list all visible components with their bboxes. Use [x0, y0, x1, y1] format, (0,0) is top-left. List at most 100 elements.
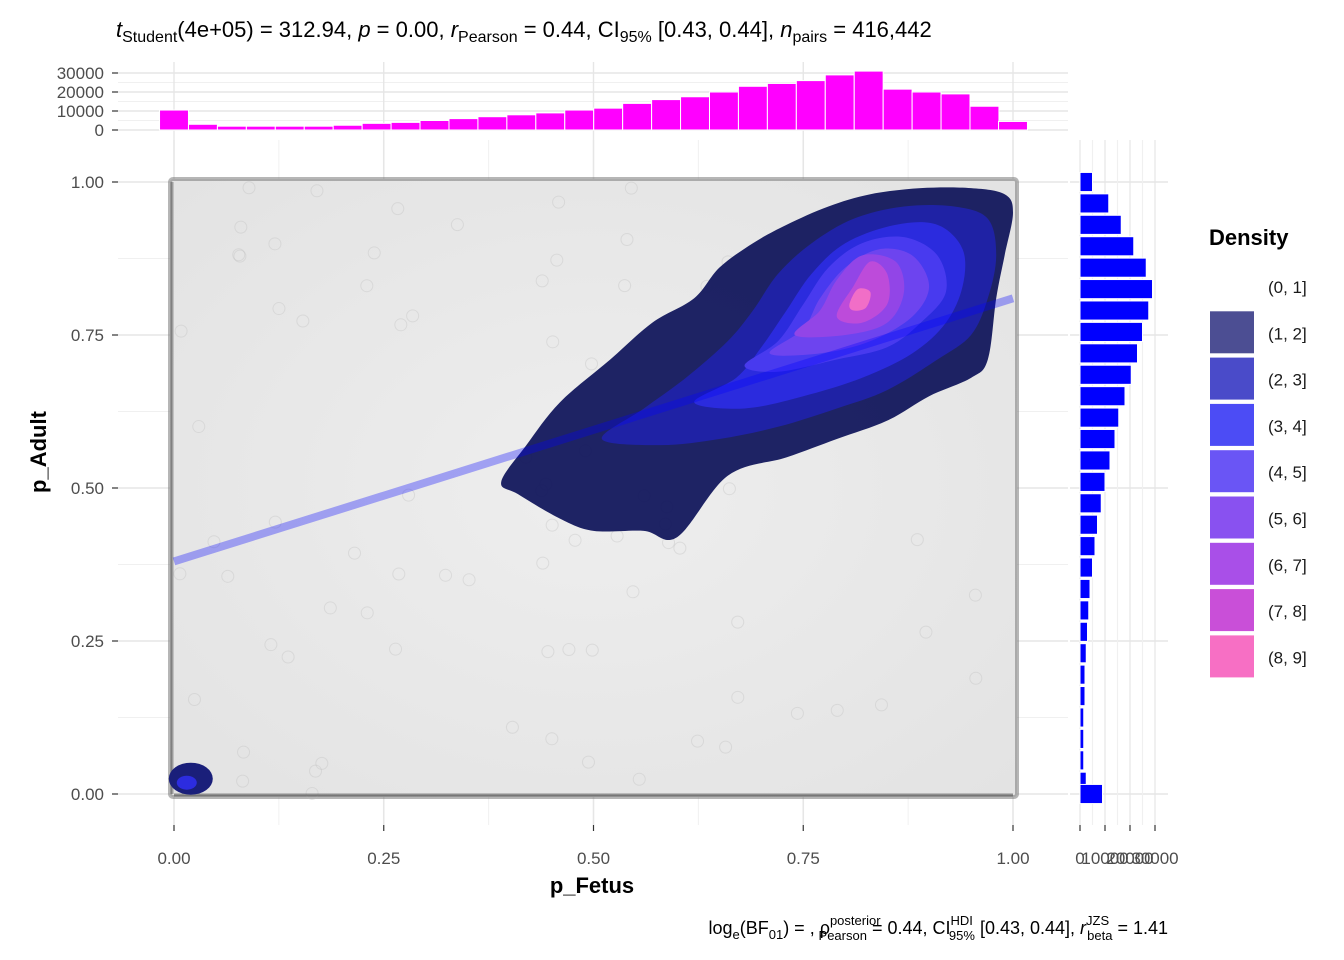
top-hist-bar [390, 121, 421, 131]
scatter-point [310, 184, 324, 198]
scatter-point [323, 601, 337, 615]
scatter-point [731, 615, 745, 629]
caption-log-sub: e [732, 927, 739, 942]
right-hist-bar [1079, 257, 1147, 278]
legend-swatch [1210, 403, 1254, 446]
legend-label: (3, 4] [1268, 417, 1307, 436]
scatter-point [830, 703, 844, 717]
top-hist-tick-label: 30000 [57, 64, 104, 83]
scatter-point [187, 692, 201, 706]
scatter-point [268, 237, 282, 251]
x-tick-label: 1.00 [996, 849, 1029, 868]
scatter-point [545, 518, 559, 532]
top-hist-bar [506, 114, 537, 131]
top-hist-bar [216, 125, 247, 131]
top-hist-tick-label: 0 [95, 121, 104, 140]
right-hist-bar [1079, 621, 1088, 642]
legend-swatch [1210, 542, 1254, 585]
scatter-point [221, 569, 235, 583]
scatter-point [968, 588, 982, 602]
subtitle-n-stat: = 416,442 [827, 17, 932, 42]
scatter-point [632, 772, 646, 786]
subtitle-t-sub: Student [122, 29, 178, 46]
top-hist-bar [911, 91, 942, 131]
scatter-point [562, 643, 576, 657]
scatter-point [296, 314, 310, 328]
legend-label: (7, 8] [1268, 602, 1307, 621]
scatter-point [618, 279, 632, 293]
scatter-point [264, 638, 278, 652]
scatter-point [722, 482, 736, 496]
x-tick-label: 0.50 [577, 849, 610, 868]
legend-label: (5, 6] [1268, 510, 1307, 529]
right-hist-bar [1079, 450, 1111, 471]
caption-r-symbol: r [1080, 918, 1087, 938]
legend-swatch [1210, 311, 1254, 354]
top-hist-bar [853, 70, 884, 131]
right-hist-bar [1079, 386, 1126, 407]
right-hist-bar [1079, 664, 1086, 685]
right-hist-bar [1079, 279, 1153, 300]
top-hist-bar [303, 125, 334, 131]
scatter-point [550, 253, 564, 267]
top-hist-bar [332, 124, 363, 131]
scatter-point [406, 309, 420, 323]
right-hist-tick-label: 30000 [1131, 849, 1178, 868]
scatter-point [581, 755, 595, 769]
right-hist-bar [1079, 193, 1110, 214]
subtitle-ci-sub: 95% [620, 29, 652, 46]
right-hist-bar [1079, 321, 1143, 342]
right-hist-bar [1079, 171, 1093, 193]
caption-hdi-sup: HDI [951, 913, 973, 928]
subtitle-r-stat: = 0.44, CI [518, 17, 620, 42]
subtitle-p-symbol: p [357, 17, 370, 42]
scatter-point [439, 568, 453, 582]
top-hist-bar [622, 102, 653, 131]
legend-label: (6, 7] [1268, 556, 1307, 575]
scatter-point [462, 573, 476, 587]
corner-density-core [176, 775, 197, 790]
scatter-point [360, 606, 374, 620]
top-hist-bar [564, 109, 595, 131]
right-hist-tick-label: 0 [1075, 849, 1084, 868]
caption-hdi-sub: 95% [949, 928, 975, 943]
density-legend: Density (0, 1] (1, 2] (2, 3] (3, 4] (4, 5] (5… [1209, 225, 1307, 678]
top-hist-bar [680, 96, 710, 131]
scatter-point [545, 732, 559, 746]
scatter-point [546, 335, 560, 349]
scatter-point [236, 774, 250, 788]
legend-swatch [1210, 635, 1254, 678]
top-hist-bar [419, 120, 450, 131]
scatter-point [919, 625, 933, 639]
y-tick-label: 0.00 [71, 785, 104, 804]
subtitle-r-symbol: r [451, 17, 460, 42]
caption-rho-sub: Pearson [819, 928, 867, 943]
regression-line [172, 294, 1015, 566]
scatter-point [910, 533, 924, 547]
x-axis-title: p_Fetus [550, 873, 634, 898]
y-axis-title: p_Adult [26, 410, 51, 493]
scatter-point [360, 279, 374, 293]
legend-swatch [1210, 357, 1254, 400]
y-tick-label: 0.75 [71, 326, 104, 345]
top-hist-bar [824, 74, 855, 131]
scatter-point [305, 786, 319, 800]
top-hist-bar [187, 123, 218, 131]
right-hist-bar [1079, 536, 1096, 557]
density-contours [501, 187, 1013, 541]
top-hist-bar [651, 99, 682, 131]
caption-rho-symbol: ρ [820, 918, 830, 938]
scatter-point [505, 720, 519, 734]
subtitle-n-sub: pairs [792, 29, 827, 46]
legend-label: (0, 1] [1268, 278, 1307, 297]
scatter-point [174, 324, 188, 338]
scatter-point [790, 706, 804, 720]
top-hist-bar [477, 116, 508, 131]
right-hist-bar [1079, 783, 1103, 805]
scatter-point [232, 248, 246, 262]
scatter-point [237, 745, 251, 759]
scatter-point [392, 567, 406, 581]
